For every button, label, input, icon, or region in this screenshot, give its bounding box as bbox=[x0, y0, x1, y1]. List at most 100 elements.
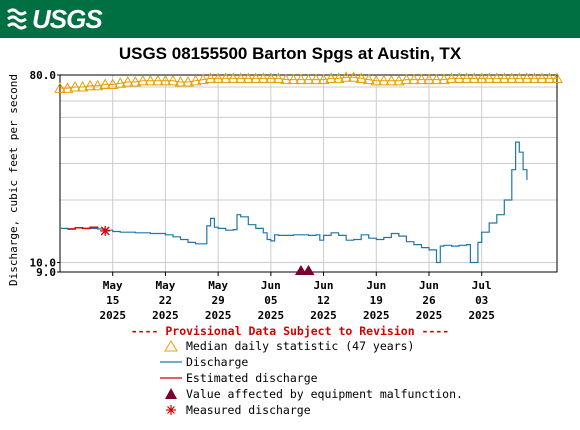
x-tick-label: 19 bbox=[370, 294, 383, 307]
median-point bbox=[227, 72, 240, 83]
median-point bbox=[521, 72, 533, 83]
y-tick-label: 10.0 bbox=[30, 256, 57, 269]
x-tick-label: Jun bbox=[419, 279, 439, 292]
median-point bbox=[287, 73, 300, 85]
legend-item: Discharge bbox=[160, 354, 248, 370]
median-point bbox=[505, 72, 518, 83]
plot-area bbox=[60, 75, 557, 272]
malfunction-marker bbox=[302, 265, 315, 275]
y-axis-label: Discharge, cubic feet per second bbox=[7, 74, 20, 286]
x-tick-label: 2025 bbox=[363, 309, 390, 322]
median-point bbox=[385, 74, 398, 86]
median-point bbox=[468, 72, 481, 83]
legend-label: Median daily statistic (47 years) bbox=[186, 339, 415, 353]
median-point bbox=[498, 72, 511, 83]
median-point bbox=[400, 73, 413, 85]
median-point bbox=[69, 81, 81, 92]
x-tick-label: Jul bbox=[472, 279, 492, 292]
median-point bbox=[460, 72, 473, 83]
chart-title: USGS 08155500 Barton Spgs at Austin, TX bbox=[118, 44, 462, 63]
y-tick-label: 9.0 bbox=[36, 266, 56, 279]
x-tick-label: 05 bbox=[264, 294, 277, 307]
median-point bbox=[249, 72, 262, 83]
x-tick-label: May bbox=[103, 279, 123, 292]
x-tick-label: Jun bbox=[314, 279, 334, 292]
x-tick-label: 2025 bbox=[468, 309, 495, 322]
x-tick-label: 2025 bbox=[416, 309, 443, 322]
x-tick-label: 22 bbox=[159, 294, 172, 307]
x-tick-label: May bbox=[208, 279, 228, 292]
median-point bbox=[136, 74, 149, 86]
median-point bbox=[182, 76, 194, 87]
estimated-line-icon bbox=[160, 377, 182, 379]
x-tick-label: 26 bbox=[422, 294, 436, 307]
x-tick-label: Jun bbox=[261, 279, 281, 292]
x-tick-label: 03 bbox=[475, 294, 488, 307]
median-point bbox=[310, 73, 322, 85]
median-point bbox=[302, 73, 315, 85]
median-point bbox=[475, 72, 488, 83]
median-point bbox=[121, 76, 134, 87]
legend-item: Measured discharge bbox=[160, 402, 311, 418]
x-tick-label: 2025 bbox=[258, 309, 285, 322]
median-point bbox=[61, 82, 74, 93]
legend-item: Value affected by equipment malfunction. bbox=[160, 386, 463, 402]
median-point bbox=[528, 72, 541, 83]
discharge-chart: Discharge, cubic feet per second 80.0 10.… bbox=[7, 69, 563, 322]
median-point bbox=[272, 72, 285, 83]
median-point bbox=[189, 74, 202, 86]
median-point bbox=[370, 74, 383, 86]
median-point bbox=[415, 73, 428, 85]
median-point bbox=[453, 72, 465, 83]
median-point bbox=[234, 72, 247, 83]
median-point bbox=[295, 73, 307, 85]
median-point bbox=[219, 72, 232, 83]
x-tick-label: 2025 bbox=[310, 309, 337, 322]
median-point bbox=[438, 73, 450, 85]
x-tick-label: 2025 bbox=[152, 309, 179, 322]
usgs-logo-text: USGS bbox=[32, 3, 103, 34]
legend-label: Estimated discharge bbox=[186, 371, 318, 385]
estimated-discharge-line bbox=[67, 226, 99, 230]
usgs-wave-icon bbox=[7, 8, 27, 30]
median-point bbox=[144, 74, 157, 86]
measured-discharge-marker bbox=[100, 225, 111, 236]
median-point bbox=[152, 74, 164, 86]
median-point bbox=[264, 72, 277, 83]
discharge-line-icon bbox=[160, 361, 182, 363]
median-point bbox=[430, 73, 443, 85]
median-point bbox=[362, 73, 375, 85]
median-point bbox=[257, 72, 270, 83]
median-point bbox=[445, 72, 458, 83]
legend-item: Estimated discharge bbox=[160, 370, 318, 386]
legend-label: Measured discharge bbox=[186, 403, 311, 417]
measured-asterisk-icon bbox=[166, 405, 176, 415]
median-point bbox=[423, 73, 435, 85]
median-point bbox=[408, 73, 420, 85]
median-point bbox=[280, 73, 292, 85]
median-point bbox=[393, 74, 405, 86]
provisional-notice: ---- Provisional Data Subject to Revisio… bbox=[130, 324, 450, 338]
median-point bbox=[340, 71, 353, 82]
median-point bbox=[332, 72, 345, 83]
legend-label: Discharge bbox=[186, 355, 249, 369]
median-point bbox=[325, 72, 337, 83]
median-point bbox=[84, 79, 96, 91]
median-point bbox=[242, 72, 255, 83]
x-tick-label: 2025 bbox=[99, 309, 126, 322]
median-point bbox=[99, 78, 112, 90]
median-point bbox=[159, 74, 172, 86]
x-tick-label: 2025 bbox=[205, 309, 232, 322]
x-tick-label: Jun bbox=[366, 279, 386, 292]
median-point bbox=[212, 72, 224, 83]
x-tick-label: May bbox=[155, 279, 175, 292]
x-tick-label: 15 bbox=[106, 294, 119, 307]
median-point bbox=[377, 74, 390, 86]
usgs-logo[interactable]: USGS bbox=[6, 3, 103, 34]
median-point bbox=[197, 73, 209, 85]
discharge-line bbox=[60, 141, 528, 264]
median-point bbox=[483, 72, 496, 83]
x-tick-label: 12 bbox=[317, 294, 330, 307]
usgs-banner: USGS bbox=[0, 0, 580, 38]
median-point bbox=[355, 72, 368, 83]
